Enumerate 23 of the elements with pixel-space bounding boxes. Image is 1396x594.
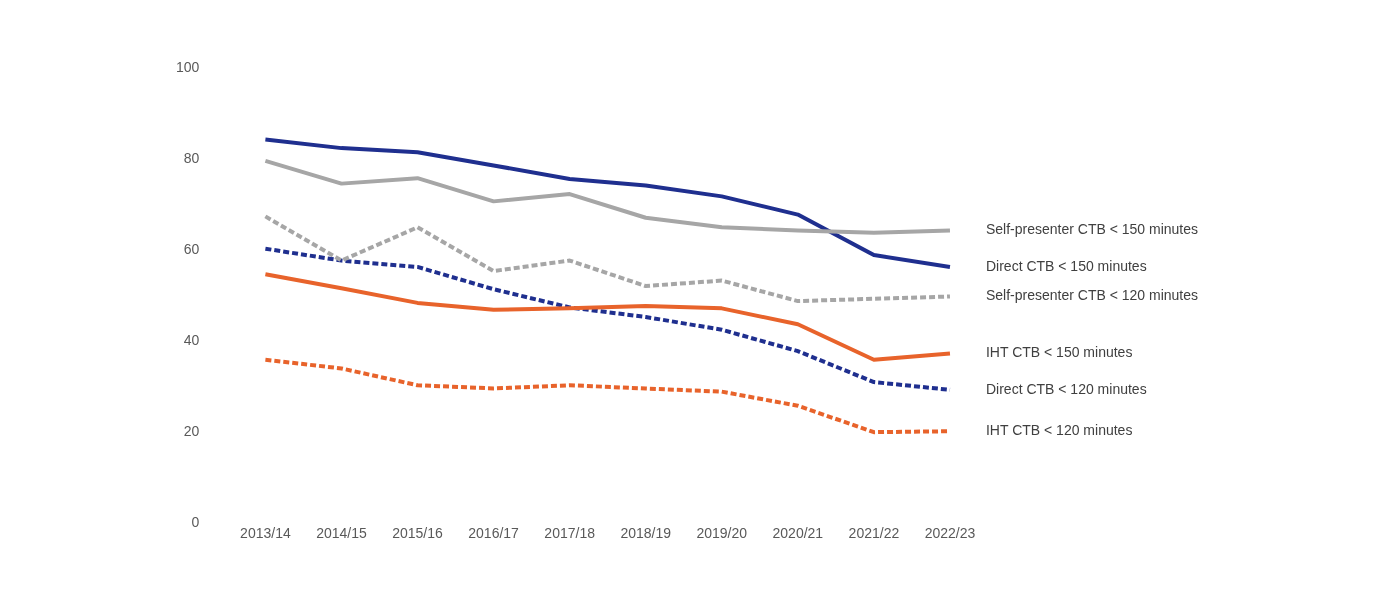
text: IHT CTB < 120 minutes xyxy=(985,422,1133,439)
text: Direct CTB < 120 minutes xyxy=(985,380,1147,397)
x-tick-label: 2021/22 xyxy=(848,525,900,542)
x-tick-label: 2019/20 xyxy=(696,525,748,542)
y-tick-label: 60 xyxy=(183,240,200,257)
text: Self-presenter CTB < 120 minutes xyxy=(985,287,1199,304)
y-tick-label: 80 xyxy=(183,149,200,166)
line-series xyxy=(263,214,952,304)
x-tick-label: 2018/19 xyxy=(620,525,672,542)
x-tick-label: 2016/17 xyxy=(468,525,520,542)
x-tick-label: 2017/18 xyxy=(544,525,596,542)
x-tick-label: 2022/23 xyxy=(924,525,976,542)
x-tick-label: 2013/14 xyxy=(240,525,291,542)
x-tick-label: 2015/16 xyxy=(392,525,444,542)
text: Direct CTB < 150 minutes xyxy=(985,257,1147,274)
y-tick-label: 20 xyxy=(183,423,200,440)
x-tick-label: 2014/15 xyxy=(316,525,367,542)
text: Self-presenter CTB < 150 minutes xyxy=(985,221,1199,238)
y-tick-label: 100 xyxy=(176,58,200,75)
y-tick-label: 40 xyxy=(183,331,200,348)
text: IHT CTB < 150 minutes xyxy=(985,344,1133,361)
x-tick-label: 2020/21 xyxy=(772,525,824,542)
y-tick-label: 0 xyxy=(191,514,200,531)
